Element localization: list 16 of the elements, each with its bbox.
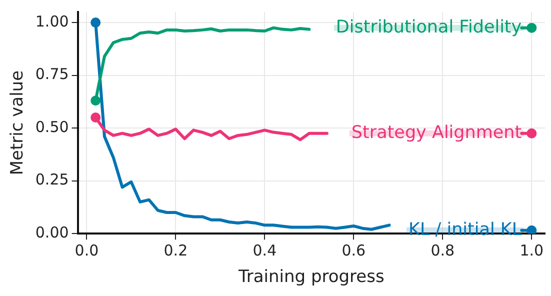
x-tick-label: 0.4 <box>252 241 277 260</box>
y-tick-label: 1.00 <box>35 12 69 30</box>
legend-label: Strategy Alignment <box>351 122 522 143</box>
y-tick-label: 0.75 <box>35 65 69 84</box>
legend-label: Distributional Fidelity <box>336 17 522 38</box>
x-tick-label: 0.6 <box>342 241 366 260</box>
y-tick-label: 0.00 <box>35 223 69 242</box>
y-tick-label: 0.25 <box>35 170 69 189</box>
x-tick-label: 0.0 <box>74 241 99 260</box>
point <box>90 18 101 28</box>
x-axis-title: Training progress <box>237 267 384 288</box>
x-tick-label: 0.2 <box>164 241 188 260</box>
y-tick-label: 0.50 <box>35 118 69 136</box>
x-tick-label: 1.0 <box>520 241 544 260</box>
y-axis-title: Metric value <box>8 70 28 176</box>
x-tick-label: 0.8 <box>430 241 455 260</box>
